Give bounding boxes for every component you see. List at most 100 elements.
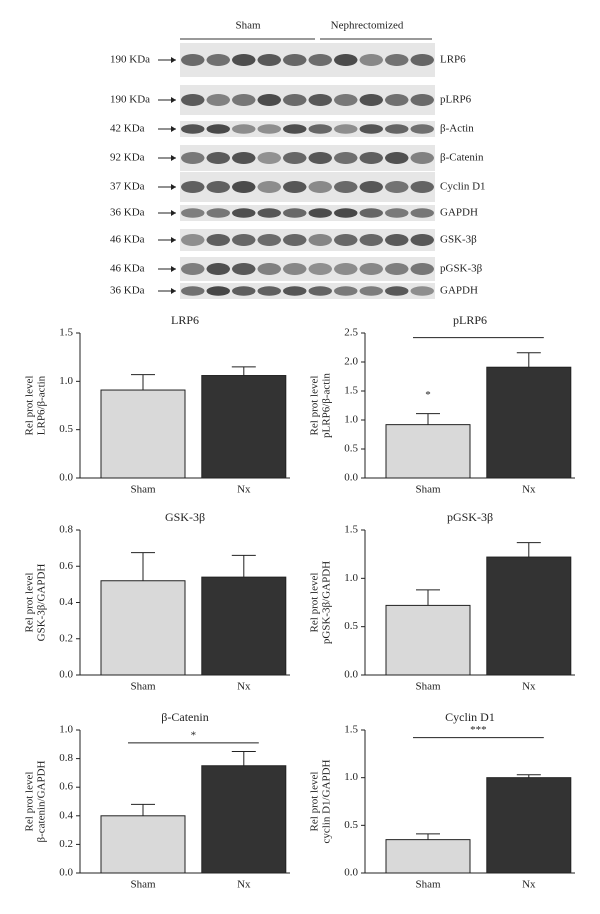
protein-label: GAPDH [440,285,478,297]
protein-label: β-Actin [440,123,474,135]
blot-band [283,54,307,66]
bar [486,366,572,479]
blot-band [334,152,358,164]
blot-band [283,234,307,246]
y-tick-label: 1.0 [59,375,73,387]
blot-band [308,181,332,193]
blot-band [232,286,256,296]
significance-mark: * [425,389,431,401]
blot-band [334,54,358,66]
significance-mark: *** [470,724,487,736]
blot-band [257,181,281,193]
blot-band [181,234,205,246]
blot-band [385,234,409,246]
blot-band [410,94,434,106]
y-tick-label: 0.5 [344,443,358,455]
blot-band [334,181,358,193]
y-tick-label: 1.0 [344,771,358,783]
blot-band [283,181,307,193]
y-axis-label: Rel prot level [309,376,321,436]
y-axis-label: Rel prot level [24,376,36,436]
arrow-head [171,184,176,190]
y-tick-label: 0.0 [344,867,358,879]
bar [385,839,471,874]
x-tick-label: Sham [415,484,441,496]
arrow-head [171,155,176,161]
blot-band [385,208,409,218]
bar [100,815,186,874]
y-tick-label: 0.8 [59,752,73,764]
bar [385,604,471,676]
blot-band [206,54,230,66]
y-tick-label: 0.0 [59,669,73,681]
blot-band [232,234,256,246]
blot-band [359,263,383,275]
chart-title: β-Catenin [161,710,208,724]
x-tick-label: Nx [522,484,536,496]
bar [201,576,287,676]
blot-band [410,208,434,218]
blot-band [308,208,332,218]
bar [385,424,471,479]
y-tick-label: 0.6 [59,560,73,572]
blot-band [385,286,409,296]
blot-band [359,54,383,66]
y-tick-label: 0.2 [59,838,73,850]
chart-title: pLRP6 [453,313,487,327]
blot-band [181,263,205,275]
x-tick-label: Nx [522,879,536,891]
blot-band [334,286,358,296]
blot-band [257,286,281,296]
y-tick-label: 1.5 [59,327,73,339]
significance-mark: * [191,729,197,741]
blot-band [334,234,358,246]
y-tick-label: 1.0 [344,572,358,584]
blot-band [232,263,256,275]
blot-band [283,124,307,134]
blot-band [232,208,256,218]
y-axis-label: pLRP6/β-actin [321,373,333,438]
y-axis-label: LRP6/β-actin [36,375,48,435]
x-tick-label: Sham [130,879,156,891]
y-tick-label: 0.0 [344,472,358,484]
chart-title: GSK-3β [165,510,205,524]
blot-band [232,124,256,134]
bar [486,556,572,676]
blot-band [283,94,307,106]
blot-band [308,54,332,66]
blot-band [206,94,230,106]
blot-band [283,286,307,296]
bar [486,777,572,874]
bar [100,389,186,479]
blot-band [206,208,230,218]
blot-band [181,286,205,296]
bar [100,580,186,676]
y-tick-label: 1.0 [59,724,73,736]
y-tick-label: 0.5 [59,423,73,435]
arrow-head [171,97,176,103]
blot-band [283,208,307,218]
blot-band [206,124,230,134]
blot-band [410,286,434,296]
blot-band [308,263,332,275]
blot-band [410,234,434,246]
chart-title: LRP6 [171,313,199,327]
y-axis-label: β-catenin/GAPDH [36,760,48,842]
x-tick-label: Sham [130,484,156,496]
blot-band [385,124,409,134]
blot-band [334,208,358,218]
blot-band [359,152,383,164]
molecular-weight: 190 KDa [110,94,150,106]
y-tick-label: 0.0 [59,867,73,879]
blot-band [232,54,256,66]
y-tick-label: 0.4 [59,596,73,608]
molecular-weight: 190 KDa [110,54,150,66]
blot-band [257,54,281,66]
blot-band [410,124,434,134]
blot-band [181,152,205,164]
y-tick-label: 0.0 [344,669,358,681]
blot-band [206,263,230,275]
y-tick-label: 0.4 [59,809,73,821]
y-tick-label: 0.5 [344,620,358,632]
x-tick-label: Nx [237,484,251,496]
